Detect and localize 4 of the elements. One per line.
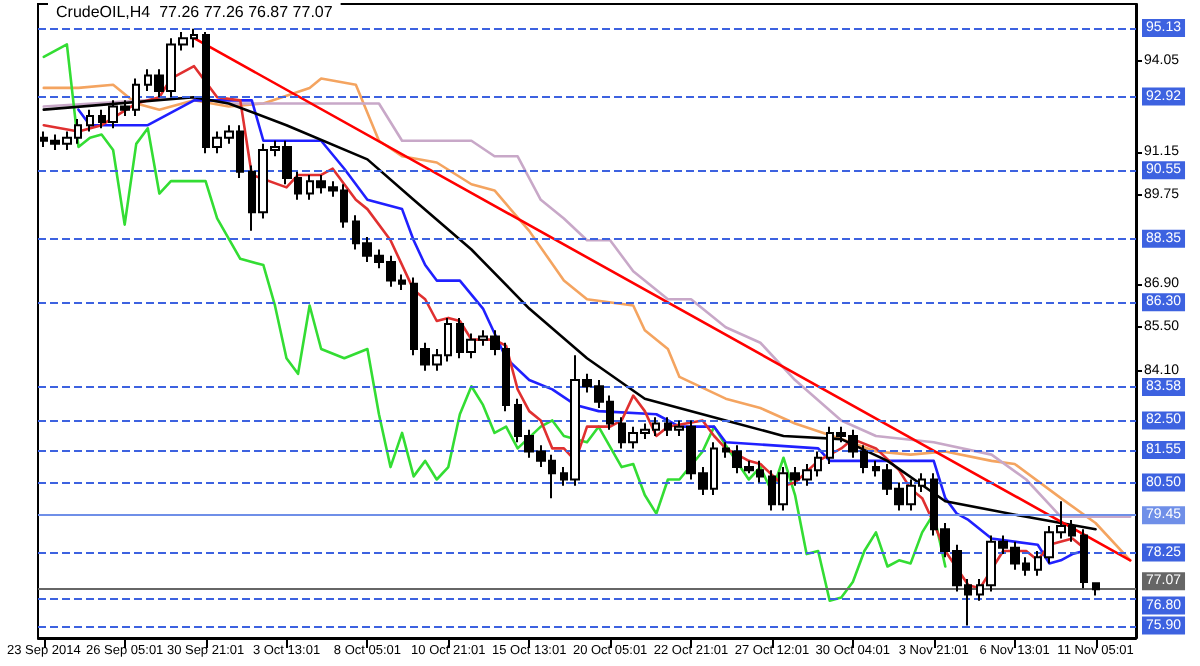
candlestick <box>86 108 94 133</box>
line-series <box>42 43 947 603</box>
chart-title: CrudeOIL,H4 77.26 77.26 76.87 77.07 <box>56 3 334 21</box>
candlestick <box>1092 582 1100 597</box>
